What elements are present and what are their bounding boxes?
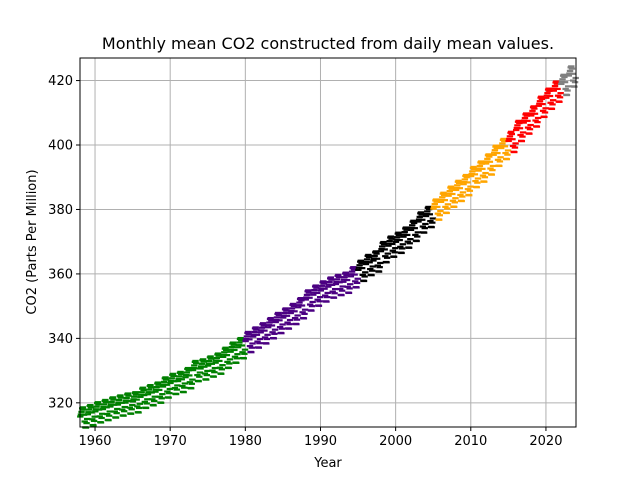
x-tick-label: 1980 — [229, 434, 262, 449]
plot-frame — [79, 57, 577, 428]
x-tick-label: 1960 — [78, 434, 111, 449]
series-5 — [558, 65, 579, 97]
y-tick-label: 320 — [48, 396, 73, 411]
y-axis-label: CO2 (Parts Per Million) — [25, 169, 40, 314]
x-tick-label: 2010 — [454, 434, 487, 449]
series-0 — [77, 336, 249, 429]
series-4 — [505, 80, 564, 154]
x-tick-label: 1990 — [304, 434, 337, 449]
y-tick-label: 360 — [48, 267, 73, 282]
grid-lines — [80, 58, 576, 427]
y-tick-label: 380 — [48, 203, 73, 218]
x-tick-label: 2020 — [529, 434, 562, 449]
y-tick-label: 420 — [48, 74, 73, 89]
series-1 — [242, 266, 361, 354]
y-tick-label: 400 — [48, 139, 73, 154]
y-tick-label: 340 — [48, 332, 73, 347]
x-axis-label: Year — [313, 456, 342, 471]
data-points — [77, 65, 579, 429]
x-tick-label: 2000 — [379, 434, 412, 449]
axis-ticks: 1960 1970 1980 1990 2000 2010 2020 320 340 360 380… — [48, 74, 562, 449]
chart-title: Monthly mean CO2 constructed from daily … — [102, 34, 554, 53]
series-2 — [355, 205, 437, 283]
series-3 — [430, 137, 512, 221]
x-tick-label: 1970 — [154, 434, 187, 449]
